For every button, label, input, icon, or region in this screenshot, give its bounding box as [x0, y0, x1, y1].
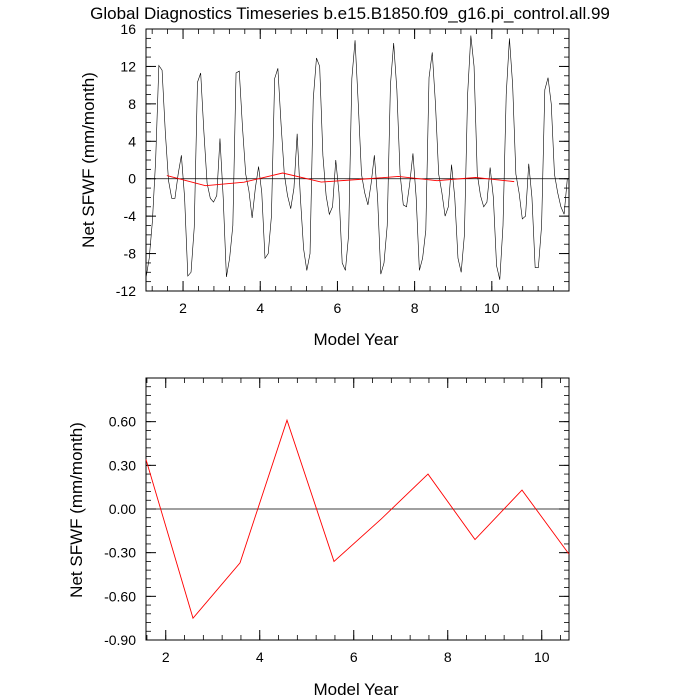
bottom-x-tick-label: 4: [256, 649, 264, 665]
bottom-y-axis-title: Net SFWF (mm/month): [67, 422, 86, 598]
bottom-x-tick-label: 6: [350, 649, 358, 665]
top-y-tick-label: -12: [116, 283, 136, 299]
top-x-tick-label: 6: [334, 300, 342, 316]
bottom-y-tick-label: 0.60: [109, 414, 136, 430]
top-y-axis-title: Net SFWF (mm/month): [79, 72, 98, 248]
bottom-ticks: [146, 377, 569, 641]
top-x-tick-label: 4: [256, 300, 264, 316]
bottom-y-tick-label: -0.90: [104, 632, 136, 648]
top-panel: 2 4 6 8 10 -12 -8 -4 0 4 8 12 16 Model Year Net SFW…: [79, 21, 570, 349]
top-x-tick-label: 10: [484, 300, 500, 316]
top-ticks: [146, 28, 570, 292]
top-y-tick-labels: -12 -8 -4 0 4 8 12 16: [116, 21, 136, 299]
top-y-tick-label: 12: [120, 58, 136, 74]
bottom-x-tick-label: 2: [162, 649, 170, 665]
figure-title: Global Diagnostics Timeseries b.e15.B185…: [90, 4, 610, 23]
bottom-y-tick-label: 0.30: [109, 457, 136, 473]
bottom-x-tick-label: 10: [534, 649, 550, 665]
top-y-tick-label: 4: [128, 133, 136, 149]
bottom-y-tick-labels: -0.90 -0.60 -0.30 0.00 0.30 0.60: [104, 414, 136, 648]
bottom-annual-series-line: [145, 418, 570, 620]
top-x-tick-label: 8: [411, 300, 419, 316]
top-y-tick-label: 16: [120, 21, 136, 37]
top-annual-series-line: [166, 172, 515, 187]
bottom-x-tick-labels: 2 4 6 8 10: [162, 649, 550, 665]
bottom-y-tick-label: -0.30: [104, 545, 136, 561]
bottom-y-tick-label: -0.60: [104, 588, 136, 604]
top-monthly-series-line: [145, 35, 568, 280]
top-y-tick-label: 0: [128, 171, 136, 187]
top-y-tick-label: 8: [128, 96, 136, 112]
bottom-x-axis-title: Model Year: [313, 680, 398, 699]
top-x-tick-labels: 2 4 6 8 10: [179, 300, 500, 316]
bottom-x-tick-label: 8: [444, 649, 452, 665]
top-plot-frame: [145, 28, 570, 292]
top-x-tick-label: 2: [179, 300, 187, 316]
top-x-axis-title: Model Year: [313, 330, 398, 349]
top-y-tick-label: -8: [124, 246, 137, 262]
top-y-tick-label: -4: [124, 208, 137, 224]
bottom-y-tick-label: 0.00: [109, 501, 136, 517]
bottom-panel: 2 4 6 8 10 -0.90 -0.60 -0.30 0.00 0.30 0.60 Model…: [67, 377, 570, 699]
